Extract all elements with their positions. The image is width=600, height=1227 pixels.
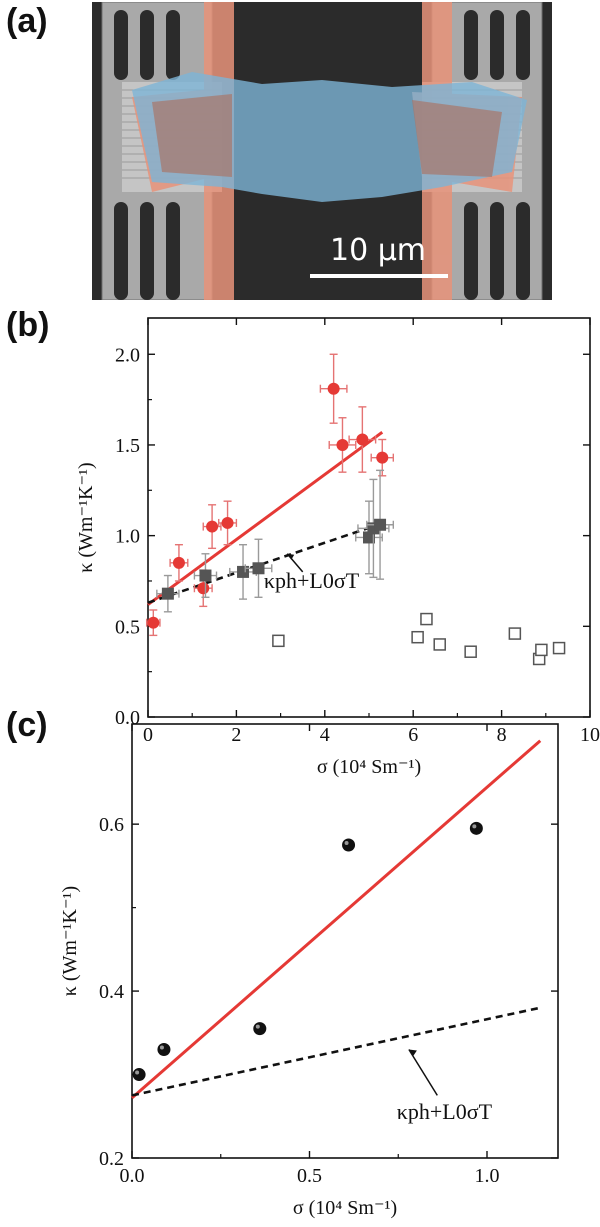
- data-point-highlight: [472, 824, 477, 829]
- data-point-open-square: [420, 612, 433, 626]
- y-tick-label: 2.0: [115, 344, 140, 366]
- y-tick-label: 0.2: [99, 1148, 124, 1170]
- annotation-label: κph+L0σT: [264, 568, 360, 593]
- scale-bar-text: 10 μm: [330, 233, 426, 268]
- x-tick-label: 6: [408, 724, 418, 746]
- panel-b-label: (b): [6, 306, 50, 344]
- data-point-highlight: [255, 1024, 260, 1029]
- data-point-red-circle: [206, 520, 219, 533]
- data-point-open-square: [508, 627, 522, 640]
- data-point-red-circle: [327, 382, 340, 395]
- data-point-open-square: [411, 630, 424, 644]
- data-point-red-circle: [336, 438, 349, 451]
- x-tick-label: 8: [497, 724, 507, 746]
- x-tick-label: 2: [231, 724, 241, 746]
- data-point-black-circle: [469, 821, 483, 835]
- y-tick-label: 0.6: [99, 814, 124, 836]
- data-point-gray-square: [199, 569, 212, 582]
- y-axis-label: κ (Wm⁻¹K⁻¹): [59, 886, 81, 996]
- annotation-arrowhead: [408, 1049, 417, 1057]
- x-tick-label: 0.5: [297, 1165, 322, 1187]
- fit-line-solid: [131, 739, 542, 1100]
- data-point-red-circle: [221, 516, 234, 529]
- y-tick-label: 0.5: [115, 616, 140, 638]
- data-point-red-circle: [147, 616, 160, 629]
- data-point-red-circle: [197, 582, 210, 595]
- y-axis-label: κ (Wm⁻¹K⁻¹): [75, 462, 97, 572]
- x-tick-label: 0: [143, 724, 153, 746]
- data-point-red-circle: [356, 433, 369, 446]
- data-point-black-circle: [157, 1043, 171, 1056]
- x-tick-label: 10: [580, 724, 600, 746]
- annotation-arrowhead: [287, 553, 295, 560]
- data-point-open-square: [535, 643, 548, 657]
- data-point-open-square: [433, 638, 446, 651]
- plot-frame: [131, 723, 559, 1159]
- panel-c-label: (c): [6, 706, 48, 744]
- sem-image: 10 μm: [92, 1, 552, 301]
- data-point-highlight: [344, 841, 349, 846]
- annotation-label: κph+L0σT: [397, 1099, 493, 1124]
- data-point-gray-square: [374, 518, 387, 531]
- data-point-red-circle: [376, 451, 389, 464]
- data-point-open-square: [552, 641, 566, 655]
- panel-c-chart: 0.0 0.5 1.0 0.2 0.4 0.6 σ (10⁴ Sm⁻¹) κ (Wm⁻¹K⁻¹…: [59, 723, 559, 1219]
- fit-line-dashed: [131, 1006, 541, 1097]
- data-point-black-circle: [132, 1068, 146, 1082]
- panel-a-label: (a): [6, 2, 48, 40]
- y-tick-label: 1.0: [115, 526, 140, 548]
- x-axis-label: σ (10⁴ Sm⁻¹): [317, 756, 421, 778]
- data-point-gray-square: [161, 587, 174, 600]
- y-tick-label: 0.0: [115, 707, 140, 729]
- annotation-arrow: [408, 1049, 438, 1096]
- panel-b-chart: 0 2 4 6 8 10 0.0 0.5 1.0 1.5 2.0 σ (10⁴ Sm⁻¹) κ (Wm⁻…: [75, 317, 600, 778]
- data-point-black-circle: [253, 1022, 267, 1036]
- data-point-highlight: [159, 1045, 164, 1050]
- data-point-open-square: [272, 634, 285, 648]
- data-point-gray-square: [363, 531, 375, 544]
- y-tick-label: 0.4: [99, 981, 124, 1003]
- data-point-gray-square: [252, 562, 265, 575]
- data-point-open-square: [464, 645, 477, 658]
- x-tick-label: 1.0: [475, 1165, 500, 1187]
- scale-bar: [310, 274, 448, 278]
- data-point-highlight: [135, 1070, 140, 1075]
- data-point-black-circle: [342, 838, 356, 852]
- y-tick-label: 1.5: [115, 435, 140, 457]
- fit-line-solid: [147, 431, 384, 606]
- x-tick-label: 4: [320, 724, 330, 746]
- x-tick-label: 0.0: [120, 1165, 145, 1187]
- data-point-red-circle: [172, 556, 185, 569]
- sem-micrograph: 10 μm: [92, 1, 552, 301]
- x-axis-label: σ (10⁴ Sm⁻¹): [293, 1197, 397, 1219]
